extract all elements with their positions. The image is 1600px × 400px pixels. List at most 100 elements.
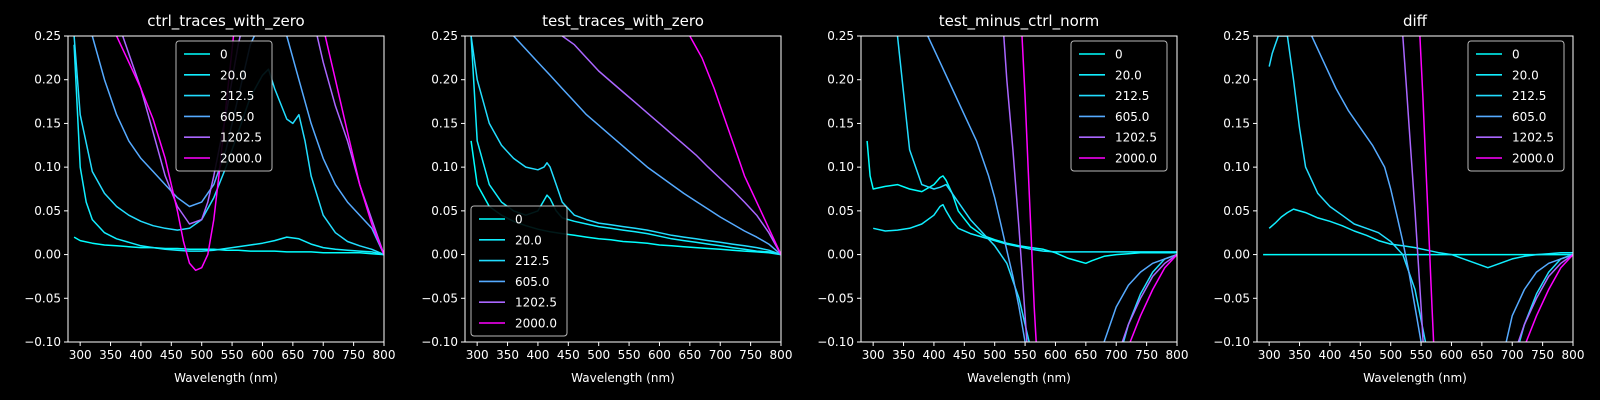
y-tick: 0.05 (1223, 204, 1257, 218)
x-tick: 350 (496, 342, 519, 362)
x-tick-label: 550 (1410, 348, 1433, 362)
x-tick: 350 (99, 342, 122, 362)
y-tick-label: 0.00 (1223, 248, 1250, 262)
y-tick: 0.05 (827, 204, 861, 218)
legend-label: 605.0 (220, 110, 254, 124)
legend-label: 212.5 (1512, 89, 1546, 103)
legend-entry: 2000.0 (184, 152, 262, 166)
y-tick-label: −0.05 (1213, 291, 1250, 305)
y-tick: −0.10 (817, 335, 861, 349)
x-tick: 450 (1349, 342, 1372, 362)
y-tick: 0.00 (827, 248, 861, 262)
x-tick: 650 (678, 342, 701, 362)
legend-entry: 605.0 (184, 110, 254, 124)
y-tick: 0.20 (1223, 73, 1257, 87)
y-tick: 0.10 (827, 160, 861, 174)
legend-label: 2000.0 (1512, 152, 1554, 166)
y-tick-label: 0.05 (34, 204, 61, 218)
series-line (927, 36, 1177, 342)
legend-label: 0 (1512, 48, 1520, 62)
legend-box (470, 205, 568, 337)
axes-frame (1256, 35, 1574, 343)
x-tick: 550 (618, 342, 641, 362)
x-tick: 400 (922, 342, 945, 362)
series-line (561, 36, 781, 255)
y-tick-label: 0.00 (827, 248, 854, 262)
x-tick: 800 (373, 342, 395, 362)
legend: 0 20.0 212.5 605.0 1202.5 2000.0 (1467, 40, 1565, 172)
y-tick: 0.10 (431, 160, 465, 174)
axes-frame (67, 35, 385, 343)
x-tick: 300 (466, 342, 489, 362)
y-tick: −0.05 (24, 291, 68, 305)
legend-box (1467, 40, 1565, 172)
x-tick-label: 650 (1074, 348, 1097, 362)
legend-label: 20.0 (515, 233, 542, 247)
x-tick: 750 (1135, 342, 1158, 362)
legend-label: 605.0 (1512, 110, 1546, 124)
y-tick-label: 0.25 (827, 29, 854, 43)
legend-entry: 2000.0 (1079, 152, 1157, 166)
y-tick: 0.05 (431, 204, 465, 218)
x-axis-label: Wavelength (nm) (967, 371, 1071, 385)
series-line (896, 36, 1177, 342)
y-tick-label: 0.20 (827, 73, 854, 87)
x-tick-label: 400 (1318, 348, 1341, 362)
x-tick-label: 750 (1531, 348, 1554, 362)
x-tick: 350 (1288, 342, 1311, 362)
x-tick: 450 (953, 342, 976, 362)
legend-entry: 0 (479, 213, 523, 227)
x-tick-label: 400 (526, 348, 549, 362)
y-tick-label: −0.05 (817, 291, 854, 305)
y-tick: 0.00 (431, 248, 465, 262)
x-tick: 500 (1379, 342, 1402, 362)
x-tick-label: 600 (648, 348, 671, 362)
y-tick-label: −0.10 (817, 335, 854, 349)
legend-label: 212.5 (1115, 89, 1149, 103)
x-tick-label: 650 (281, 348, 304, 362)
y-tick: 0.15 (431, 116, 465, 130)
legend: 0 20.0 212.5 605.0 1202.5 2000.0 (470, 205, 568, 337)
x-tick-label: 550 (618, 348, 641, 362)
legend-entry: 605.0 (479, 275, 549, 289)
y-tick: −0.10 (24, 335, 68, 349)
y-tick-label: 0.10 (34, 160, 61, 174)
x-tick: 750 (739, 342, 762, 362)
y-tick-label: 0.05 (827, 204, 854, 218)
y-tick-label: 0.15 (34, 116, 61, 130)
x-tick: 300 (1258, 342, 1281, 362)
x-tick: 700 (312, 342, 335, 362)
x-axis-label: Wavelength (nm) (174, 371, 278, 385)
x-axis-label: Wavelength (nm) (1363, 371, 1467, 385)
series-line (689, 36, 781, 255)
legend-label: 2000.0 (1115, 152, 1157, 166)
x-tick-label: 650 (678, 348, 701, 362)
x-tick: 700 (709, 342, 732, 362)
series-line (1268, 208, 1573, 269)
series-line (1311, 36, 1573, 342)
x-tick: 450 (160, 342, 183, 362)
x-tick-label: 800 (1166, 348, 1189, 362)
x-tick-label: 450 (160, 348, 183, 362)
x-tick-label: 450 (1349, 348, 1372, 362)
x-tick-label: 350 (892, 348, 915, 362)
x-tick-label: 300 (466, 348, 489, 362)
legend-label: 212.5 (515, 254, 549, 268)
x-tick: 550 (1410, 342, 1433, 362)
chart-panel: 300 350 400 450 500 550 600 650 700 750 800 −0.10 −0… (421, 12, 792, 385)
y-tick-label: 0.05 (431, 204, 458, 218)
x-tick-label: 750 (342, 348, 365, 362)
series-line (470, 36, 781, 256)
x-tick: 400 (129, 342, 152, 362)
y-tick-label: −0.10 (421, 335, 458, 349)
x-tick-label: 500 (190, 348, 213, 362)
y-tick: 0.25 (827, 29, 861, 43)
y-tick: 0.15 (827, 116, 861, 130)
legend-box (1070, 40, 1168, 172)
y-tick: 0.20 (827, 73, 861, 87)
x-tick-label: 650 (1470, 348, 1493, 362)
y-tick-label: −0.10 (24, 335, 61, 349)
y-tick-label: 0.10 (431, 160, 458, 174)
y-tick: −0.05 (421, 291, 465, 305)
x-tick: 800 (770, 342, 792, 362)
